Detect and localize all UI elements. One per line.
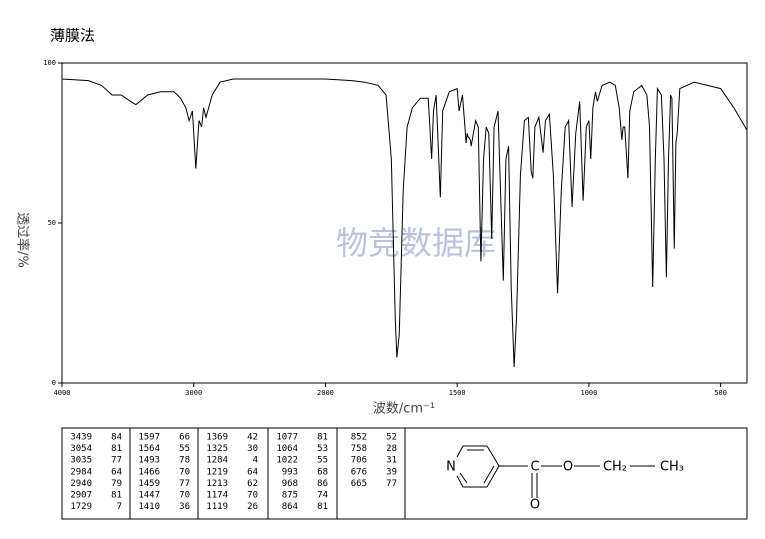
table-cell: 77	[179, 479, 190, 489]
table-cell: 1213	[206, 479, 228, 489]
table-cell: 3035	[70, 456, 92, 466]
table-cell: 2984	[70, 467, 92, 477]
table-cell: 758	[351, 444, 367, 454]
x-axis-label: 波数/cm⁻¹	[373, 402, 435, 417]
x-tick-label: 1000	[580, 389, 597, 397]
table-cell: 64	[111, 467, 122, 477]
atom-label: C	[530, 460, 539, 475]
table-cell: 1597	[138, 433, 160, 443]
table-cell: 36	[179, 502, 190, 512]
table-cell: 42	[247, 433, 258, 443]
table-cell: 62	[247, 479, 258, 489]
table-cell: 74	[317, 491, 328, 501]
table-cell: 1284	[206, 456, 228, 466]
table-cell: 2940	[70, 479, 92, 489]
atom-label: O	[563, 460, 573, 475]
y-tick-label: 0	[52, 379, 56, 387]
atom-label: CH₃	[660, 460, 684, 475]
table-cell: 1119	[206, 502, 228, 512]
x-tick-label: 500	[714, 389, 727, 397]
x-tick-label: 4000	[54, 389, 71, 397]
x-tick-label: 3000	[185, 389, 202, 397]
table-cell: 3439	[70, 433, 92, 443]
table-cell: 70	[247, 491, 258, 501]
table-cell: 39	[386, 467, 397, 477]
table-cell: 7	[117, 502, 122, 512]
table-cell: 875	[282, 491, 298, 501]
table-cell: 31	[386, 456, 397, 466]
table-cell: 86	[317, 479, 328, 489]
table-cell: 1466	[138, 467, 160, 477]
table-cell: 64	[247, 467, 258, 477]
table-cell: 77	[111, 456, 122, 466]
table-cell: 665	[351, 479, 367, 489]
table-cell: 968	[282, 479, 298, 489]
y-axis-label: 透过率/%	[15, 212, 31, 268]
table-cell: 77	[386, 479, 397, 489]
table-cell: 1325	[206, 444, 228, 454]
table-cell: 1459	[138, 479, 160, 489]
table-cell: 78	[179, 456, 190, 466]
watermark: 物竞数据库	[336, 224, 496, 262]
table-cell: 1493	[138, 456, 160, 466]
table-cell: 1077	[276, 433, 298, 443]
table-cell: 3054	[70, 444, 92, 454]
table-cell: 1022	[276, 456, 298, 466]
table-cell: 79	[111, 479, 122, 489]
table-cell: 81	[317, 502, 328, 512]
table-cell: 26	[247, 502, 258, 512]
table-cell: 706	[351, 456, 367, 466]
table-cell: 1564	[138, 444, 160, 454]
structure-bonds	[456, 445, 655, 498]
table-cell: 68	[317, 467, 328, 477]
table-cell: 30	[247, 444, 258, 454]
y-tick-label: 100	[43, 59, 56, 67]
table-cell: 84	[111, 433, 122, 443]
atom-label: O	[530, 498, 540, 513]
table-cell: 2907	[70, 491, 92, 501]
table-cell: 1369	[206, 433, 228, 443]
y-tick-label: 50	[48, 219, 56, 227]
table-cell: 1219	[206, 467, 228, 477]
spectrum-line	[61, 78, 748, 368]
table-cell: 676	[351, 467, 367, 477]
atom-label: CH₂	[603, 460, 627, 475]
table-cell: 993	[282, 467, 298, 477]
table-cell: 52	[386, 433, 397, 443]
table-cell: 852	[351, 433, 367, 443]
plot-frame	[61, 62, 748, 384]
table-cell: 28	[386, 444, 397, 454]
table-cell: 55	[317, 456, 328, 466]
table-cell: 1174	[206, 491, 228, 501]
chart-title: 薄膜法	[50, 27, 95, 45]
atom-label: N	[446, 460, 456, 475]
x-tick-label: 2000	[317, 389, 334, 397]
table-cell: 55	[179, 444, 190, 454]
table-cell: 53	[317, 444, 328, 454]
table-cell: 1064	[276, 444, 298, 454]
table-cell: 4	[253, 456, 258, 466]
table-cell: 81	[111, 444, 122, 454]
table-cell: 1447	[138, 491, 160, 501]
x-tick-label: 1500	[449, 389, 466, 397]
table-cell: 81	[111, 491, 122, 501]
table-cell: 70	[179, 467, 190, 477]
table-cell: 81	[317, 433, 328, 443]
table-cell: 66	[179, 433, 190, 443]
table-cell: 864	[282, 502, 298, 512]
table-cell: 70	[179, 491, 190, 501]
table-cell: 1729	[70, 502, 92, 512]
table-cell: 1410	[138, 502, 160, 512]
